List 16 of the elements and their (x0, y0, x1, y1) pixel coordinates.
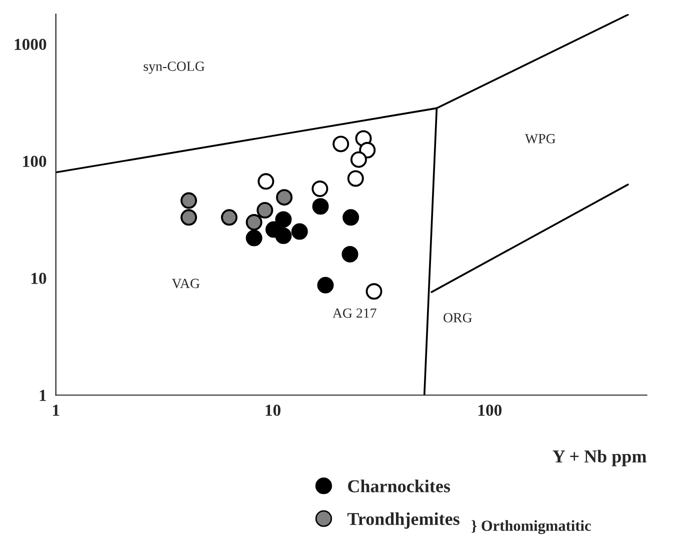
annotation: ORG (444, 313, 472, 322)
y-tick-label: 1000 (14, 38, 46, 50)
annotation: VAG (172, 278, 200, 288)
text: } Orthomigmatitic (472, 520, 591, 534)
x-tick-label: 10 (266, 404, 280, 416)
annotation: WPG (524, 134, 556, 144)
x-tick-label: 100 (478, 404, 502, 416)
legend-label: Trondhjemites (347, 512, 460, 529)
y-tick-label: 10 (32, 272, 46, 284)
x-axis-title: Y + Nb ppm (552, 450, 646, 466)
annotation: AG 217 (332, 308, 376, 318)
y-tick-label: 1 (40, 390, 46, 401)
x-tick-label: 1 (53, 404, 60, 416)
y-tick-label: 100 (23, 156, 46, 168)
annotation: syn-COLG (144, 62, 204, 74)
legend-label: Charnockites (348, 480, 450, 492)
